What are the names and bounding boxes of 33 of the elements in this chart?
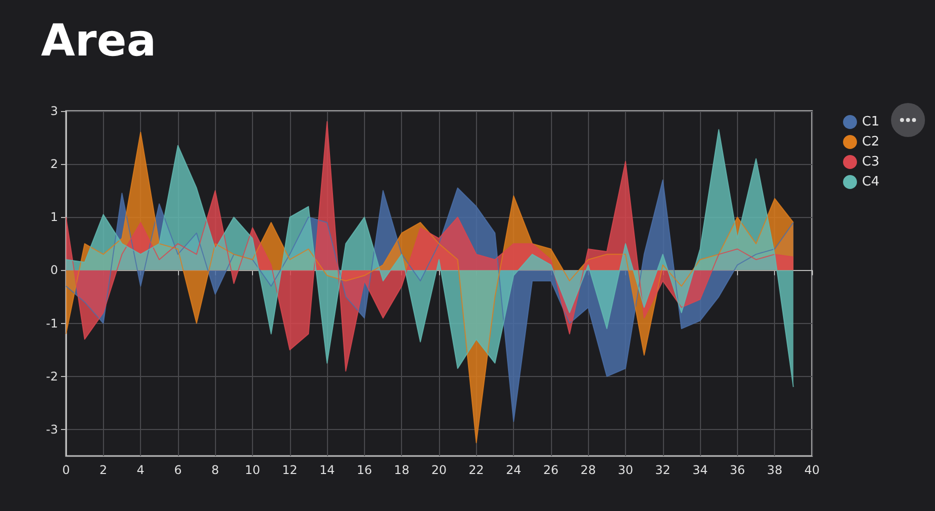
- x-tick-label: 24: [506, 463, 522, 477]
- x-tick-label: 30: [618, 463, 634, 477]
- x-tick-label: 34: [692, 463, 708, 477]
- x-tick-label: 2: [99, 463, 108, 477]
- x-tick-label: 18: [394, 463, 410, 477]
- y-tick-label: -2: [46, 369, 58, 384]
- y-tick-label: -3: [46, 422, 58, 436]
- x-tick-label: 36: [730, 463, 746, 477]
- x-tick-label: 12: [282, 463, 298, 477]
- y-tick-label: 2: [50, 157, 58, 172]
- legend-label: C4: [862, 174, 880, 190]
- x-tick-label: 38: [767, 463, 782, 477]
- x-tick-label: 20: [431, 463, 447, 477]
- x-tick-label: 10: [244, 463, 260, 477]
- x-tick-label: 16: [356, 463, 372, 477]
- x-tick-label: 6: [174, 463, 182, 477]
- x-tick-label: 40: [804, 463, 820, 477]
- legend-label: C1: [862, 114, 880, 130]
- chart-title: Area: [41, 16, 156, 66]
- x-tick-label: 22: [468, 463, 484, 477]
- y-tick-label: 1: [50, 210, 58, 224]
- legend-label: C2: [862, 134, 880, 150]
- y-tick-label: 3: [50, 104, 58, 118]
- x-tick-label: 14: [319, 463, 335, 477]
- x-tick-label: 4: [136, 463, 144, 477]
- x-tick-label: 28: [580, 463, 596, 477]
- x-tick-label: 26: [543, 463, 559, 477]
- x-tick-label: 8: [211, 463, 220, 477]
- y-tick-label: 0: [50, 263, 58, 278]
- legend-label: C3: [862, 154, 880, 170]
- x-tick-label: 32: [655, 463, 670, 477]
- y-tick-label: -1: [46, 316, 58, 330]
- x-tick-label: 0: [62, 463, 70, 477]
